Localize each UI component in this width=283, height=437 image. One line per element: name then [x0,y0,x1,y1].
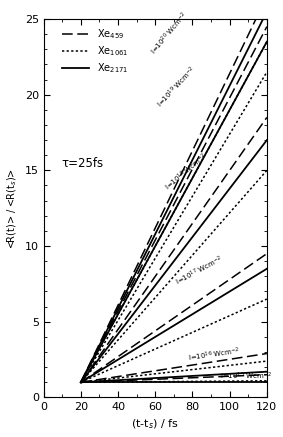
X-axis label: (t-t$_s$) / fs: (t-t$_s$) / fs [131,418,179,431]
Y-axis label: <R(t)> / <R(t$_s$)>: <R(t)> / <R(t$_s$)> [6,168,19,249]
Text: τ=25fs: τ=25fs [61,157,104,170]
Text: I=10$^{16}$ Wcm$^{-2}$: I=10$^{16}$ Wcm$^{-2}$ [187,346,240,364]
Text: I=10$^{15}$ Wcm$^{-2}$: I=10$^{15}$ Wcm$^{-2}$ [220,370,272,382]
Legend: Xe$_{459}$, Xe$_{1061}$, Xe$_{2171}$: Xe$_{459}$, Xe$_{1061}$, Xe$_{2171}$ [62,28,128,75]
Text: I=10$^{17}$ Wcm$^{-2}$: I=10$^{17}$ Wcm$^{-2}$ [174,254,225,288]
Text: I=10$^{20}$ Wcm$^{-2}$: I=10$^{20}$ Wcm$^{-2}$ [149,10,190,57]
Text: I=10$^{19}$ Wcm$^{-2}$: I=10$^{19}$ Wcm$^{-2}$ [155,64,198,110]
Text: I=10$^{18}$ Wcm$^{-2}$: I=10$^{18}$ Wcm$^{-2}$ [163,151,210,193]
